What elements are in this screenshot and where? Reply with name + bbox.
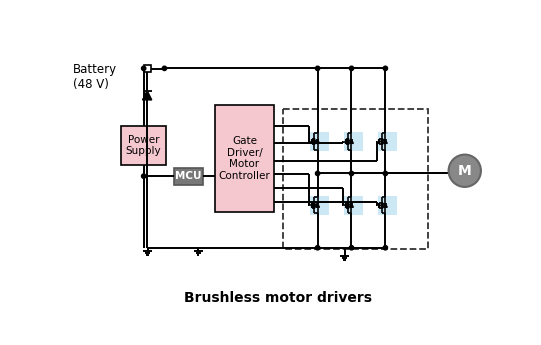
Bar bbox=[344, 196, 363, 215]
Text: Brushless motor drivers: Brushless motor drivers bbox=[183, 291, 372, 305]
Bar bbox=[344, 132, 363, 151]
Circle shape bbox=[142, 66, 146, 70]
Bar bbox=[310, 132, 329, 151]
Bar bbox=[121, 126, 166, 165]
Bar bbox=[283, 109, 428, 249]
Circle shape bbox=[315, 246, 320, 250]
Bar bbox=[144, 65, 150, 72]
Bar bbox=[378, 132, 397, 151]
Polygon shape bbox=[384, 140, 387, 144]
Circle shape bbox=[383, 246, 387, 250]
Circle shape bbox=[349, 171, 354, 176]
Polygon shape bbox=[316, 140, 320, 144]
Circle shape bbox=[349, 66, 354, 70]
Circle shape bbox=[315, 66, 320, 70]
Bar bbox=[378, 196, 397, 215]
Polygon shape bbox=[349, 140, 353, 144]
Circle shape bbox=[142, 174, 146, 178]
Polygon shape bbox=[384, 204, 387, 207]
Bar bbox=[310, 196, 329, 215]
Circle shape bbox=[383, 171, 387, 176]
Bar bbox=[174, 168, 203, 185]
Text: M: M bbox=[458, 164, 472, 178]
Polygon shape bbox=[349, 204, 353, 207]
Circle shape bbox=[162, 66, 167, 70]
Polygon shape bbox=[142, 91, 152, 100]
Text: Power
Supply: Power Supply bbox=[126, 135, 161, 156]
Polygon shape bbox=[316, 204, 320, 207]
Circle shape bbox=[315, 171, 320, 176]
Text: Gate
Driver/
Motor
Controller: Gate Driver/ Motor Controller bbox=[219, 136, 270, 181]
Circle shape bbox=[448, 155, 481, 187]
Circle shape bbox=[349, 246, 354, 250]
Text: Battery
(48 V): Battery (48 V) bbox=[73, 63, 117, 91]
Text: MCU: MCU bbox=[175, 171, 202, 181]
Bar bbox=[215, 105, 274, 212]
Circle shape bbox=[383, 66, 387, 70]
